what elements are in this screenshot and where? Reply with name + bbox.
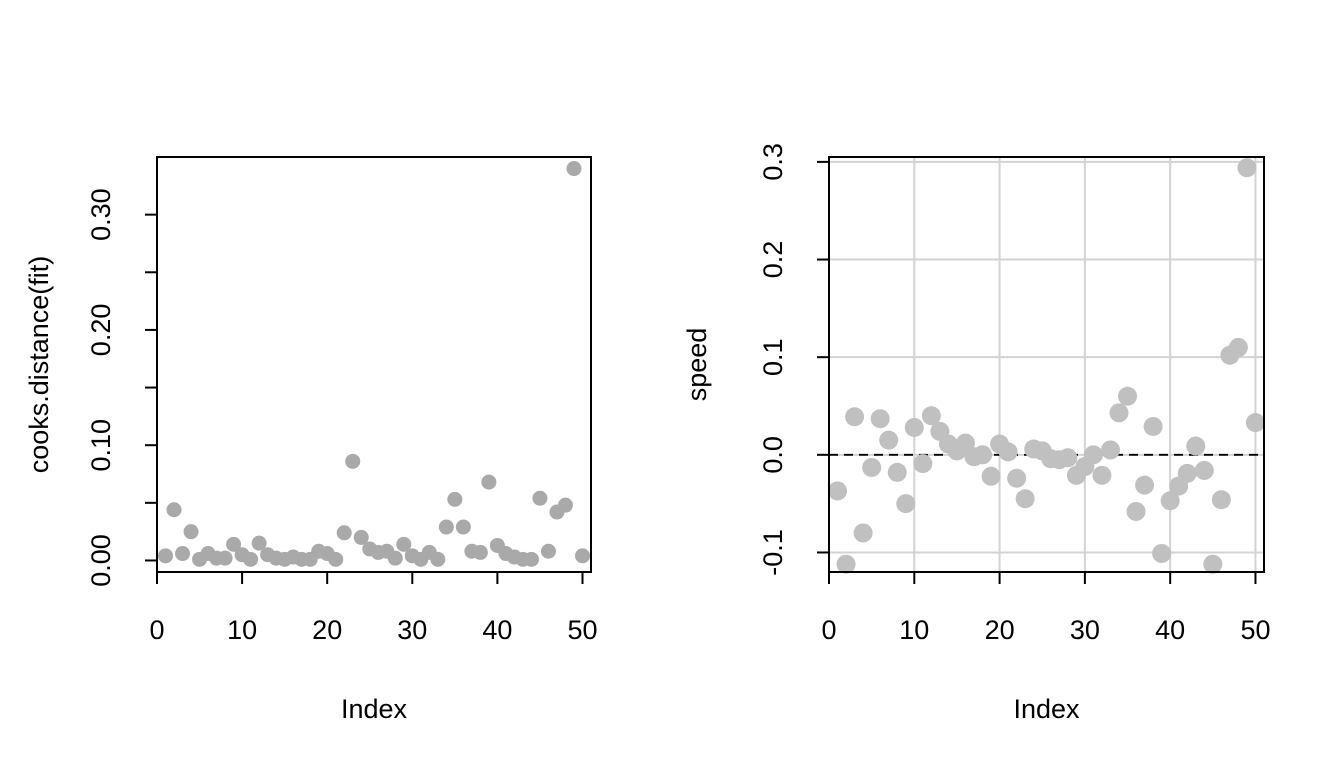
- data-point: [166, 502, 182, 518]
- data-point: [438, 519, 454, 535]
- data-point: [862, 458, 882, 478]
- data-point: [481, 474, 497, 490]
- x-tick-label: 10: [227, 615, 257, 645]
- speed-residual-panel: 0 10 20 30 40 50 -0.1 0.0 0.1 0.2 0.3 Index speed: [682, 143, 1270, 724]
- y-axis: 0.00 0.10 0.20 0.30: [86, 188, 158, 587]
- data-point: [853, 523, 873, 543]
- data-point: [175, 546, 191, 562]
- x-tick-label: 20: [312, 615, 342, 645]
- data-point: [1015, 489, 1035, 509]
- y-tick-label: 0.2: [758, 241, 788, 279]
- x-tick-label: 30: [1070, 615, 1100, 645]
- data-point: [158, 548, 174, 564]
- data-point: [566, 161, 582, 177]
- data-point: [1083, 445, 1103, 465]
- data-point: [430, 551, 446, 567]
- y-tick-label: 0.20: [86, 304, 116, 357]
- data-point: [1160, 491, 1180, 511]
- data-point: [1228, 337, 1248, 357]
- x-axis-title: Index: [341, 694, 408, 724]
- data-point: [845, 407, 865, 427]
- x-tick-label: 0: [149, 615, 164, 645]
- data-point: [1177, 463, 1197, 483]
- data-point: [574, 548, 590, 564]
- x-tick-label: 50: [567, 615, 597, 645]
- data-point: [396, 536, 412, 552]
- data-point: [523, 551, 539, 567]
- plot-frame: [828, 156, 1265, 573]
- y-axis-title: speed: [682, 328, 712, 402]
- data-point: [1237, 158, 1257, 178]
- data-point: [328, 551, 344, 567]
- x-axis: 0 10 20 30 40 50: [821, 571, 1270, 645]
- data-point: [1211, 490, 1231, 510]
- data-point: [217, 550, 233, 566]
- data-point: [1143, 417, 1163, 437]
- x-tick-label: 40: [482, 615, 512, 645]
- y-tick-label: 0.00: [86, 534, 116, 587]
- cooks-distance-panel: 0 10 20 30 40 50 0.00 0.10 0.20 0.30 Index cooks.di…: [24, 156, 598, 724]
- data-point: [447, 491, 463, 507]
- data-point: [1126, 501, 1146, 521]
- data-point: [887, 462, 907, 482]
- y-tick-label: 0.10: [86, 419, 116, 472]
- data-point: [540, 543, 556, 559]
- data-point: [1203, 554, 1223, 574]
- data-point: [921, 406, 941, 426]
- data-point: [557, 497, 573, 513]
- y-axis: -0.1 0.0 0.1 0.2 0.3: [758, 143, 830, 576]
- data-point: [1058, 448, 1078, 468]
- data-point: [336, 525, 352, 541]
- data-point: [998, 442, 1018, 462]
- data-point: [1186, 436, 1206, 456]
- data-point: [973, 445, 993, 465]
- x-tick-label: 50: [1240, 615, 1270, 645]
- data-point: [1245, 413, 1265, 433]
- plot-frame: [156, 156, 592, 573]
- x-tick-label: 10: [899, 615, 929, 645]
- data-point: [1007, 468, 1027, 488]
- data-point: [243, 551, 259, 567]
- data-point: [836, 554, 856, 574]
- x-tick-label: 0: [821, 615, 836, 645]
- data-point: [353, 529, 369, 545]
- data-point: [183, 524, 199, 540]
- data-point: [904, 417, 924, 437]
- data-point: [251, 535, 267, 551]
- data-point: [955, 433, 975, 453]
- y-tick-label: 0.0: [758, 436, 788, 474]
- data-point: [896, 494, 916, 514]
- data-point: [532, 490, 548, 506]
- data-point: [913, 454, 933, 474]
- y-tick-label: 0.30: [86, 188, 116, 241]
- data-point: [828, 481, 848, 501]
- x-tick-label: 30: [397, 615, 427, 645]
- data-point: [472, 544, 488, 560]
- y-tick-label: 0.1: [758, 338, 788, 376]
- x-tick-label: 40: [1155, 615, 1185, 645]
- data-point: [1100, 440, 1120, 460]
- x-axis-title: Index: [1013, 694, 1080, 724]
- data-point: [879, 430, 899, 450]
- data-point: [1135, 475, 1155, 495]
- y-axis-title: cooks.distance(fit): [24, 256, 54, 474]
- data-point: [981, 466, 1001, 486]
- data-point: [455, 519, 471, 535]
- data-point: [345, 453, 361, 469]
- x-tick-label: 20: [985, 615, 1015, 645]
- y-tick-label: -0.1: [758, 529, 788, 576]
- data-point: [1109, 403, 1129, 423]
- data-point: [1118, 386, 1138, 406]
- x-axis: 0 10 20 30 40 50: [149, 571, 598, 645]
- y-tick-label: 0.3: [758, 143, 788, 181]
- data-point: [1194, 460, 1214, 480]
- data-point: [387, 550, 403, 566]
- data-point: [226, 536, 242, 552]
- data-point: [1092, 465, 1112, 485]
- data-point: [1152, 543, 1172, 563]
- data-point: [870, 409, 890, 429]
